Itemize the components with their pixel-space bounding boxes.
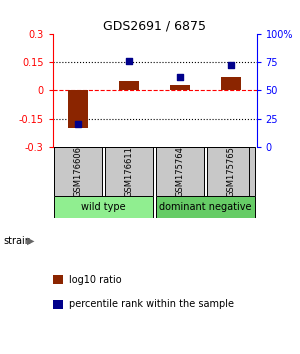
Bar xyxy=(155,147,205,196)
Bar xyxy=(119,81,139,90)
Bar xyxy=(170,85,190,90)
Bar xyxy=(221,77,241,90)
Title: GDS2691 / 6875: GDS2691 / 6875 xyxy=(103,19,206,33)
Bar xyxy=(206,147,256,196)
Point xyxy=(127,58,131,64)
Text: GSM176606: GSM176606 xyxy=(74,146,82,197)
Point xyxy=(178,74,182,80)
Text: wild type: wild type xyxy=(81,202,126,212)
Bar xyxy=(68,90,88,128)
Point xyxy=(229,63,233,68)
Point xyxy=(76,121,80,127)
Text: percentile rank within the sample: percentile rank within the sample xyxy=(69,299,234,309)
Bar xyxy=(53,196,154,218)
Text: GSM175765: GSM175765 xyxy=(226,146,236,197)
Text: dominant negative: dominant negative xyxy=(159,202,252,212)
Text: ▶: ▶ xyxy=(27,236,34,246)
Bar xyxy=(155,196,256,218)
Text: strain: strain xyxy=(3,236,31,246)
Text: log10 ratio: log10 ratio xyxy=(69,275,122,285)
Bar xyxy=(104,147,154,196)
Text: GSM176611: GSM176611 xyxy=(124,146,134,197)
Bar xyxy=(53,147,103,196)
Text: GSM175764: GSM175764 xyxy=(176,146,184,197)
